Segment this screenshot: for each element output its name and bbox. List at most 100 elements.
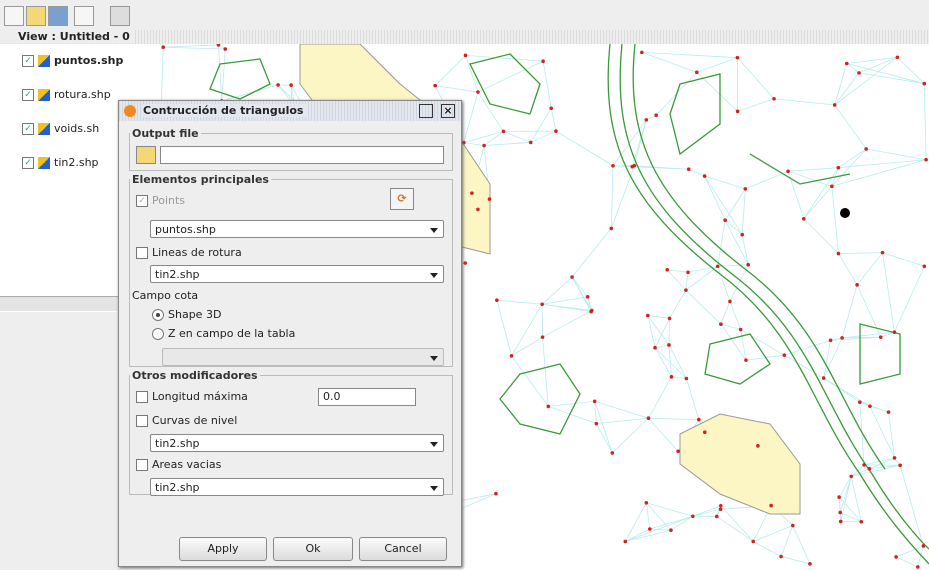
tin-edge	[729, 301, 742, 330]
field-radio[interactable]: Z en campo de la tabla	[152, 327, 295, 340]
point	[723, 218, 727, 223]
point	[590, 308, 594, 313]
tin-edge	[687, 265, 718, 273]
shape3d-radio[interactable]: Shape 3D	[152, 308, 221, 321]
tin-edge	[717, 266, 731, 302]
tin-edge	[704, 175, 726, 221]
ok-button[interactable]: Ok	[273, 537, 353, 561]
tools-button[interactable]	[110, 6, 130, 26]
points-layer-combo[interactable]: puntos.shp	[150, 220, 444, 238]
voids-checkbox[interactable]: Areas vacias	[136, 458, 221, 471]
point	[495, 298, 499, 302]
point	[756, 444, 760, 448]
points-checkbox[interactable]: ✓ Points	[136, 194, 185, 207]
point	[769, 503, 773, 508]
point	[665, 267, 670, 272]
tin-edge	[741, 234, 749, 265]
refresh-button[interactable]: ⟳	[390, 188, 414, 210]
maximize-button[interactable]	[419, 104, 433, 118]
point	[592, 399, 597, 404]
tin-edge	[221, 84, 279, 102]
breaklines-layer-combo[interactable]: tin2.shp	[150, 265, 444, 283]
point	[702, 430, 707, 435]
tin-edge	[838, 497, 842, 522]
layer-checkbox[interactable]: ✓	[22, 122, 34, 135]
point	[609, 226, 614, 231]
toolbar	[0, 0, 929, 31]
tin-edge	[671, 376, 687, 379]
tin-edge	[696, 57, 738, 73]
tin-edge	[704, 175, 743, 235]
tin-edge	[434, 55, 466, 86]
tin-edge	[737, 98, 775, 112]
tin-edge	[740, 329, 747, 361]
point	[867, 466, 872, 471]
label: Longitud máxima	[152, 390, 248, 403]
layer-checkbox[interactable]: ✓	[22, 156, 34, 169]
layer-item[interactable]: ✓ rotura.shp	[22, 88, 111, 101]
tin-edge	[869, 464, 901, 470]
tin-edge	[823, 340, 832, 379]
contours-layer-combo[interactable]: tin2.shp	[150, 434, 444, 452]
cancel-button[interactable]: Cancel	[359, 537, 447, 561]
tin-edge	[780, 556, 811, 565]
layer-name: voids.sh	[54, 122, 100, 135]
dialog-title: Contrucción de triangulos	[143, 104, 308, 117]
layer-icon	[38, 156, 50, 169]
tin-edge	[803, 186, 833, 220]
point	[849, 474, 854, 479]
print-button[interactable]	[74, 6, 94, 26]
label: Curvas de nivel	[152, 414, 238, 427]
browse-button[interactable]	[136, 146, 156, 164]
point	[916, 565, 920, 569]
tin-edge	[838, 496, 862, 523]
tin-edge	[646, 114, 657, 121]
point	[828, 338, 833, 343]
tin-edge	[688, 168, 705, 177]
point	[667, 343, 671, 347]
tin-edge	[484, 142, 531, 146]
point	[494, 491, 498, 496]
tin-edge	[555, 130, 614, 167]
apply-button[interactable]: Apply	[179, 537, 267, 561]
point	[654, 113, 658, 118]
label: Lineas de rotura	[152, 246, 242, 259]
close-button[interactable]: ×	[441, 104, 455, 118]
tin-edge	[666, 269, 687, 291]
tin-edge	[163, 44, 219, 48]
tin-edge	[647, 315, 670, 319]
app-icon	[124, 105, 136, 117]
field-combo[interactable]	[162, 348, 444, 366]
point	[859, 519, 864, 524]
layer-item[interactable]: ✓ voids.sh	[22, 122, 99, 135]
layer-checkbox[interactable]: ✓	[22, 88, 34, 101]
max-length-checkbox[interactable]: Longitud máxima	[136, 390, 248, 403]
tin-edge	[720, 323, 747, 361]
point	[857, 71, 861, 75]
breaklines-checkbox[interactable]: Lineas de rotura	[136, 246, 242, 259]
point	[594, 421, 599, 426]
tin-edge	[654, 347, 672, 378]
tin-edge	[831, 148, 867, 187]
open-button[interactable]	[26, 6, 46, 26]
group-legend: Output file	[132, 127, 199, 140]
tin-edge	[831, 159, 927, 187]
output-path-field[interactable]	[160, 146, 444, 164]
point	[898, 463, 902, 468]
save-button[interactable]	[48, 6, 68, 26]
tin-edge	[542, 337, 549, 407]
max-length-field[interactable]: 0.0	[318, 388, 416, 406]
contours-checkbox[interactable]: Curvas de nivel	[136, 414, 237, 427]
point	[546, 404, 551, 409]
tin-edge	[841, 284, 858, 339]
tin-edge	[917, 545, 924, 568]
point	[894, 555, 898, 559]
voids-layer-combo[interactable]: tin2.shp	[150, 478, 444, 496]
point	[735, 109, 740, 114]
layer-item[interactable]: ✓ tin2.shp	[22, 156, 99, 169]
layer-checkbox[interactable]: ✓	[22, 54, 34, 67]
layer-item[interactable]: ✓ puntos.shp	[22, 54, 123, 67]
new-button[interactable]	[4, 6, 24, 26]
point	[623, 539, 628, 544]
point	[501, 129, 506, 134]
